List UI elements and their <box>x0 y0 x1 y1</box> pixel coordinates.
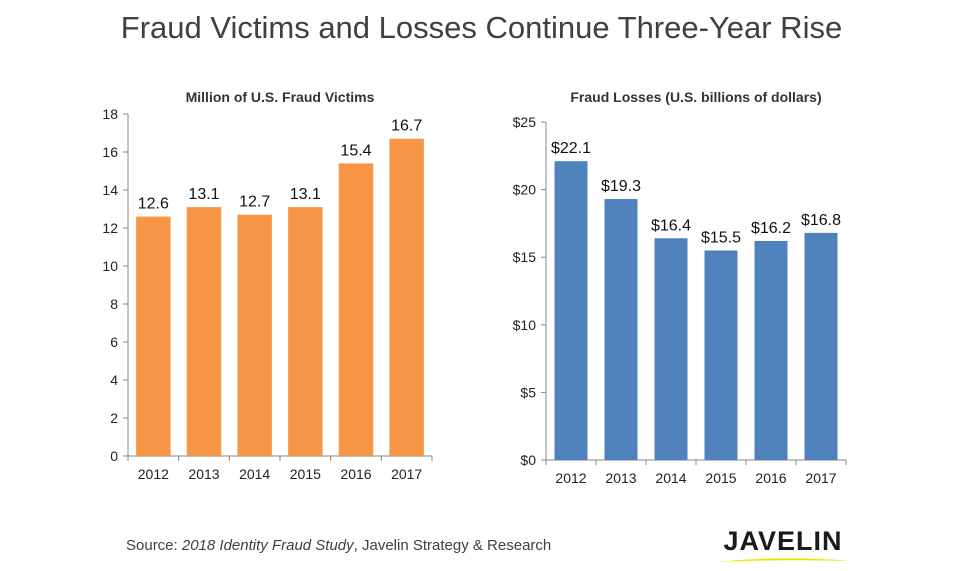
chart2-bar <box>604 199 638 460</box>
chart2-x-tick-label: 2015 <box>705 470 736 486</box>
chart1-data-label: 12.7 <box>239 194 270 211</box>
chart1-bar <box>237 214 272 456</box>
chart1-y-tick-label: 0 <box>110 448 118 464</box>
chart1-x-tick-label: 2013 <box>188 466 219 482</box>
chart1-y-tick-label: 2 <box>110 410 118 426</box>
chart2-x-tick-label: 2013 <box>605 470 636 486</box>
chart1-data-label: 13.1 <box>188 186 219 203</box>
chart1-y-tick-label: 8 <box>110 296 118 312</box>
chart2-bar <box>654 238 688 460</box>
chart2-y-tick-label: $25 <box>513 114 537 130</box>
chart1-data-label: 15.4 <box>340 142 371 159</box>
chart1-x-tick-label: 2014 <box>239 466 270 482</box>
chart2-bar <box>754 240 788 460</box>
chart1-x-tick-label: 2012 <box>138 466 169 482</box>
chart2-x-tick-label: 2016 <box>755 470 786 486</box>
chart1-x-tick-label: 2017 <box>391 466 422 482</box>
chart1-y-tick-label: 10 <box>102 258 118 274</box>
chart1-bar <box>338 163 374 456</box>
logo-swoosh-icon <box>716 558 850 562</box>
chart2-data-label: $15.5 <box>701 229 741 246</box>
chart1-bar <box>288 207 323 456</box>
chart1-data-label: 12.6 <box>138 196 169 213</box>
page-title: Fraud Victims and Losses Continue Three-… <box>120 10 843 45</box>
chart1-y-tick-label: 18 <box>102 106 118 122</box>
chart2-data-label: $16.8 <box>801 212 841 229</box>
chart2-title: Fraud Losses (U.S. billions of dollars) <box>570 89 821 105</box>
chart2-x-tick-label: 2017 <box>805 470 836 486</box>
chart1-bar <box>186 207 222 456</box>
chart1-bar <box>389 138 424 456</box>
chart2-y-tick-label: $10 <box>513 317 537 333</box>
victims-chart: Million of U.S. Fraud Victims 0 2 4 6 8 10 12 14… <box>102 89 433 482</box>
chart2-bar <box>704 250 738 460</box>
chart1-y-tick-label: 6 <box>110 334 118 350</box>
chart1-x-tick-label: 2016 <box>340 466 371 482</box>
chart1-y-tick-label: 16 <box>102 144 118 160</box>
chart2-y-tick-label: $15 <box>513 249 537 265</box>
chart2-bar <box>554 161 588 460</box>
chart2-x-tick-label: 2014 <box>655 470 686 486</box>
chart2-data-label: $22.1 <box>551 140 591 157</box>
chart1-y-tick-label: 12 <box>102 220 118 236</box>
chart1-data-label: 16.7 <box>391 118 422 135</box>
chart1-title: Million of U.S. Fraud Victims <box>186 89 375 105</box>
source-prefix: Source: <box>126 537 182 554</box>
source-study: 2018 Identity Fraud Study <box>181 537 354 554</box>
chart1-y-tick-label: 4 <box>110 372 118 388</box>
source-suffix: , Javelin Strategy & Research <box>353 537 552 554</box>
javelin-logo: JAVELIN <box>708 526 858 566</box>
chart1-x-tick-label: 2015 <box>290 466 321 482</box>
chart2-bar <box>804 232 838 460</box>
chart2-y-tick-label: $0 <box>520 452 536 468</box>
chart2-data-label: $16.2 <box>751 220 791 237</box>
chart2-x-tick-label: 2012 <box>555 470 586 486</box>
chart2-data-label: $19.3 <box>601 178 641 195</box>
chart1-data-label: 13.1 <box>290 186 321 203</box>
chart2-data-label: $16.4 <box>651 217 691 234</box>
logo-text: JAVELIN <box>723 526 843 556</box>
chart1-bar <box>136 216 171 456</box>
chart2-y-tick-label: $20 <box>513 182 537 198</box>
losses-chart: Fraud Losses (U.S. billions of dollars) $… <box>513 89 847 486</box>
chart1-y-tick-label: 14 <box>102 182 118 198</box>
chart2-y-tick-label: $5 <box>520 384 536 400</box>
source-note: Source: 2018 Identity Fraud Study, Javel… <box>126 537 551 554</box>
